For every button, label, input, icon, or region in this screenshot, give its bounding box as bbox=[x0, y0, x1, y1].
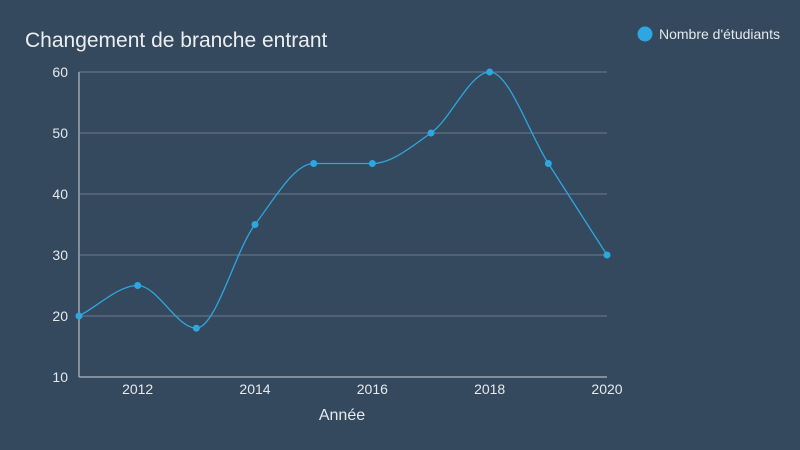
legend-swatch[interactable] bbox=[637, 26, 653, 42]
data-point-2020[interactable] bbox=[603, 251, 611, 259]
y-tick-label-30: 30 bbox=[52, 247, 68, 263]
data-point-2013[interactable] bbox=[192, 324, 200, 332]
legend-label[interactable]: Nombre d'étudiants bbox=[659, 26, 780, 42]
data-point-2014[interactable] bbox=[251, 221, 259, 228]
x-tick-label-2012: 2012 bbox=[122, 381, 153, 397]
data-point-2016[interactable] bbox=[368, 160, 376, 167]
x-tick-label-2014: 2014 bbox=[239, 381, 270, 397]
x-tick-label-2018: 2018 bbox=[474, 381, 505, 397]
grid-lines bbox=[79, 71, 607, 317]
data-point-2011[interactable] bbox=[75, 312, 83, 320]
x-tick-labels: 2012 2014 2016 2018 2020 bbox=[122, 381, 623, 397]
axes bbox=[78, 72, 607, 378]
x-tick-label-2020: 2020 bbox=[591, 381, 622, 397]
y-tick-label-40: 40 bbox=[52, 186, 68, 202]
data-point-2015[interactable] bbox=[310, 160, 318, 167]
data-point-2019[interactable] bbox=[544, 160, 552, 167]
y-tick-label-60: 60 bbox=[52, 64, 68, 80]
y-tick-label-10: 10 bbox=[52, 369, 68, 385]
x-axis-title: Année bbox=[319, 407, 365, 424]
series-layer bbox=[75, 68, 611, 332]
y-tick-labels: 10 20 30 40 50 60 bbox=[52, 64, 68, 385]
legend[interactable]: Nombre d'étudiants bbox=[637, 26, 780, 42]
chart-title: Changement de branche entrant bbox=[25, 29, 328, 52]
y-tick-label-50: 50 bbox=[52, 125, 68, 141]
data-point-2012[interactable] bbox=[134, 282, 142, 289]
data-point-2017[interactable] bbox=[427, 129, 435, 137]
series-line-0 bbox=[78, 71, 608, 329]
y-tick-label-20: 20 bbox=[52, 308, 68, 324]
x-tick-label-2016: 2016 bbox=[357, 381, 388, 397]
data-point-2018[interactable] bbox=[486, 68, 494, 76]
